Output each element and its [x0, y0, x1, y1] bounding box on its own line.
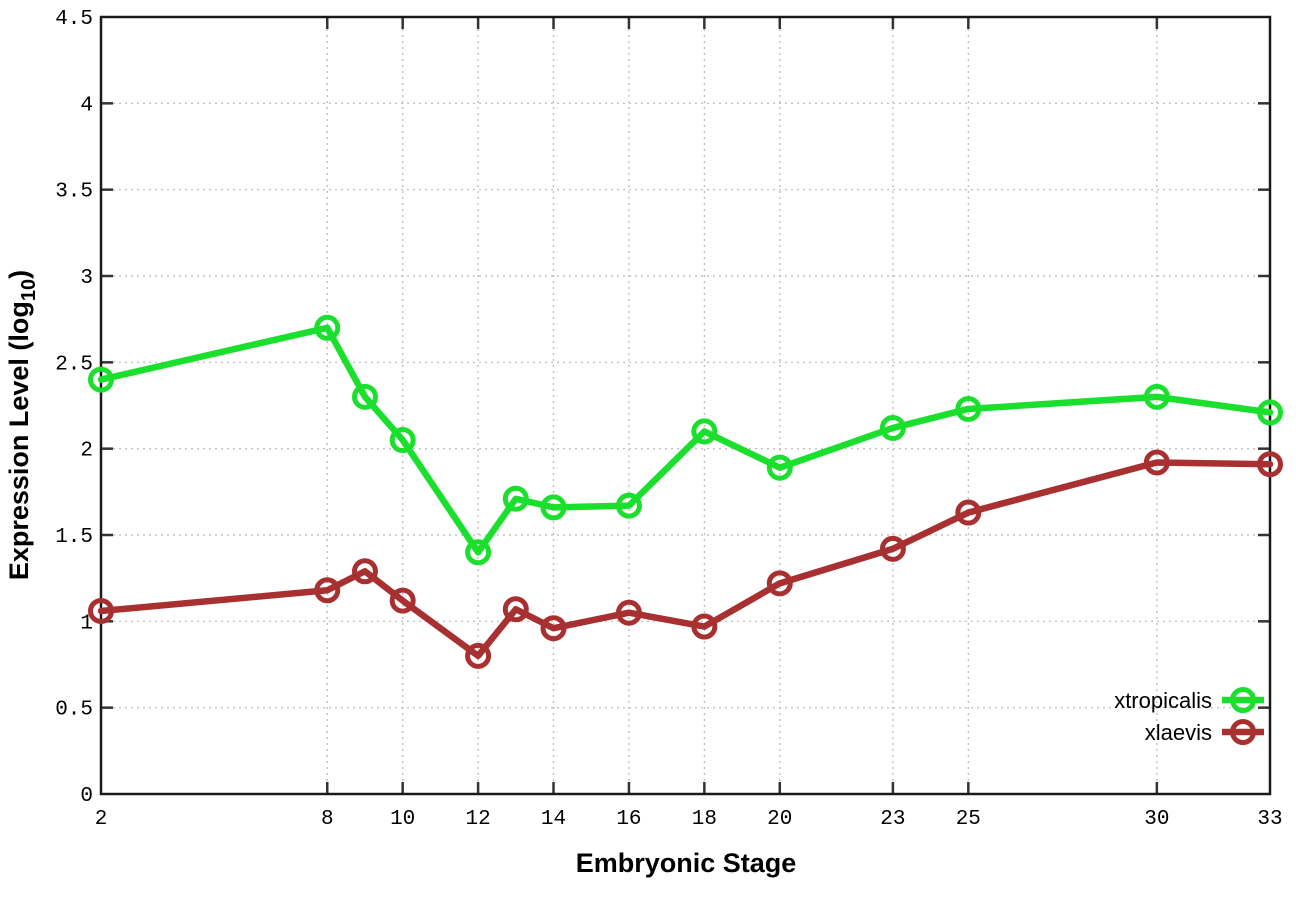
y-tick-label: 1.5 — [55, 526, 93, 549]
y-tick-label: 4.5 — [55, 8, 93, 31]
y-tick-label: 4 — [80, 94, 93, 117]
data-point-xlaevis — [502, 596, 529, 623]
data-point-xtropicalis — [615, 492, 642, 519]
data-point-xlaevis — [540, 615, 567, 642]
x-tick-label: 18 — [692, 808, 717, 831]
data-point-xtropicalis — [879, 414, 906, 441]
data-point-xtropicalis — [540, 494, 567, 521]
series-line-xlaevis — [97, 459, 1274, 660]
data-point-xlaevis — [314, 577, 341, 604]
data-point-xtropicalis — [465, 539, 492, 566]
data-point-xlaevis — [88, 597, 114, 624]
data-point-xlaevis — [766, 570, 793, 597]
x-tick-label: 25 — [956, 808, 981, 831]
x-tick-label: 20 — [767, 808, 792, 831]
y-axis-title-main: Expression Level (log — [4, 301, 34, 580]
x-tick-label: 2 — [95, 808, 108, 831]
data-point-xlaevis — [955, 499, 982, 526]
x-axis-title: Embryonic Stage — [576, 848, 797, 878]
data-point-xtropicalis — [389, 427, 416, 454]
data-point-xlaevis — [879, 535, 906, 562]
series-layer — [88, 314, 1283, 669]
data-point-xtropicalis — [351, 383, 378, 410]
data-point-xlaevis — [465, 642, 492, 669]
y-tick-label: 3 — [80, 267, 93, 290]
data-point-xtropicalis — [955, 395, 982, 422]
x-tick-label: 14 — [541, 808, 566, 831]
data-point-xtropicalis — [502, 485, 529, 512]
data-point-xlaevis — [1257, 451, 1283, 478]
legend: xtropicalis xlaevis — [1114, 687, 1264, 745]
series-line-xtropicalis — [97, 324, 1274, 556]
data-point-xlaevis — [691, 613, 718, 640]
x-tick-label: 12 — [465, 808, 490, 831]
legend-marker-xtropicalis — [1230, 687, 1256, 713]
data-point-xlaevis — [351, 558, 378, 585]
y-tick-label: 3.5 — [55, 181, 93, 204]
data-point-xtropicalis — [766, 454, 793, 481]
data-point-xtropicalis — [691, 418, 718, 445]
y-tick-label: 0.5 — [55, 699, 93, 722]
data-point-xlaevis — [1143, 449, 1170, 476]
tick-labels-layer: 0 0.5 1 1.5 2 2.5 3 3.5 4 4.5 2 8 10 12 14 16 18 20 23 25 30… — [55, 8, 1282, 831]
data-point-xtropicalis — [314, 314, 341, 341]
y-tick-label: 2 — [80, 440, 93, 463]
x-tick-label: 10 — [390, 808, 415, 831]
y-tick-label: 2.5 — [55, 353, 93, 376]
data-point-xtropicalis — [88, 366, 114, 393]
x-tick-label: 30 — [1144, 808, 1169, 831]
plot-border — [99, 15, 1272, 796]
ticks-layer — [101, 17, 1270, 794]
x-tick-label: 33 — [1257, 808, 1282, 831]
x-tick-label: 16 — [616, 808, 641, 831]
data-point-xlaevis — [615, 599, 642, 626]
y-axis-title-close: ) — [4, 270, 34, 279]
data-point-xlaevis — [389, 587, 416, 614]
y-axis-title: Expression Level (log10) — [4, 270, 40, 580]
y-axis-title-subscript: 10 — [18, 279, 40, 301]
x-tick-label: 23 — [880, 808, 905, 831]
y-tick-label: 1 — [80, 612, 93, 635]
data-point-xtropicalis — [1257, 399, 1283, 426]
data-point-xtropicalis — [1143, 383, 1170, 410]
legend-marker-xlaevis — [1230, 719, 1256, 745]
y-tick-label: 0 — [80, 785, 93, 808]
legend-label-xtropicalis: xtropicalis — [1114, 688, 1212, 713]
gridlines-layer — [101, 17, 1270, 794]
legend-label-xlaevis: xlaevis — [1145, 720, 1212, 745]
plot-border-layer — [99, 15, 1272, 796]
x-tick-label: 8 — [321, 808, 334, 831]
